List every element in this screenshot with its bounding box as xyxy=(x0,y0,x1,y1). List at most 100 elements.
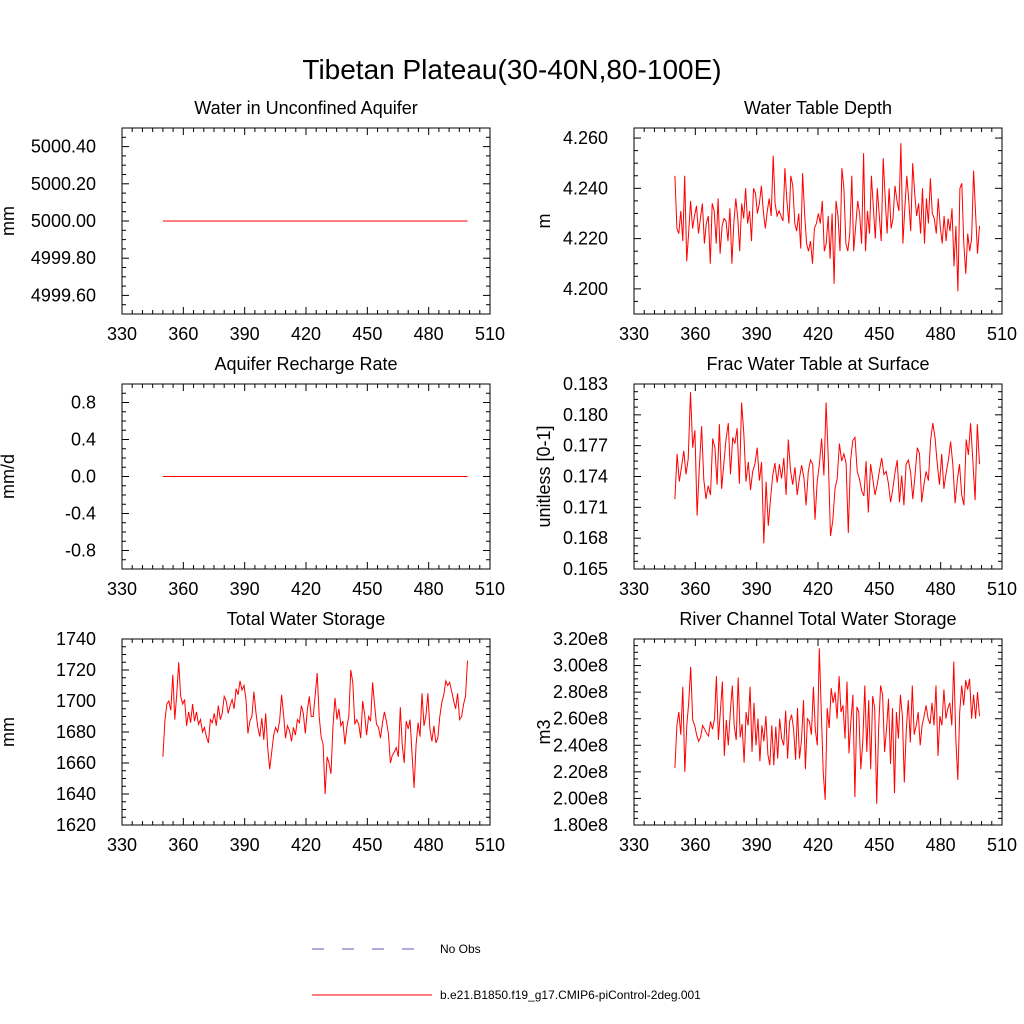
x-tick-label: 360 xyxy=(680,579,710,599)
legend-label-model: b.e21.B1850.f19_g17.CMIP6-piControl-2deg… xyxy=(440,988,701,1002)
y-tick-label: 4.240 xyxy=(563,178,608,198)
x-tick-label: 330 xyxy=(619,324,649,344)
x-tick-label: 420 xyxy=(803,324,833,344)
x-tick-label: 510 xyxy=(987,579,1017,599)
y-tick-label: 5000.00 xyxy=(31,211,96,231)
y-tick-label: 0.174 xyxy=(563,467,608,487)
y-tick-label: 1680 xyxy=(56,722,96,742)
y-tick-label: 0.183 xyxy=(563,374,608,394)
x-tick-label: 480 xyxy=(926,324,956,344)
panel-title: River Channel Total Water Storage xyxy=(679,609,956,629)
y-tick-label: -0.8 xyxy=(65,541,96,561)
x-tick-label: 450 xyxy=(352,579,382,599)
x-tick-label: 450 xyxy=(864,324,894,344)
y-tick-label: 0.177 xyxy=(563,436,608,456)
x-tick-label: 480 xyxy=(414,324,444,344)
y-axis-label: mm xyxy=(0,717,18,747)
x-tick-label: 390 xyxy=(230,324,260,344)
x-tick-label: 360 xyxy=(168,835,198,855)
x-tick-label: 480 xyxy=(414,579,444,599)
x-tick-label: 390 xyxy=(742,579,772,599)
panel-5: Total Water Storage 330 360 390 420 450 480 510… xyxy=(0,609,505,855)
legend-label-no-obs: No Obs xyxy=(440,942,481,956)
panels: Water in Unconfined Aquifer 330 360 390 420 4… xyxy=(0,98,1017,855)
legend: No Obs b.e21.B1850.f19_g17.CMIP6-piContr… xyxy=(312,942,701,1002)
x-tick-label: 330 xyxy=(107,835,137,855)
y-tick-label: 1640 xyxy=(56,784,96,804)
x-tick-label: 420 xyxy=(803,835,833,855)
series-line-1 xyxy=(162,660,468,795)
x-tick-label: 510 xyxy=(987,324,1017,344)
y-axis-label: mm xyxy=(0,206,18,236)
panel-4: Frac Water Table at Surface 330 360 390 420 4… xyxy=(534,354,1017,599)
x-tick-label: 510 xyxy=(987,835,1017,855)
y-tick-label: 3.20e8 xyxy=(553,629,608,649)
panel-title: Water Table Depth xyxy=(744,98,892,118)
series-line-1 xyxy=(674,648,980,804)
y-tick-label: 4.220 xyxy=(563,229,608,249)
x-tick-label: 510 xyxy=(475,324,505,344)
y-tick-label: 2.20e8 xyxy=(553,762,608,782)
x-tick-label: 480 xyxy=(926,835,956,855)
y-tick-label: 2.80e8 xyxy=(553,682,608,702)
x-tick-label: 510 xyxy=(475,579,505,599)
panel-6: River Channel Total Water Storage 330 360 3… xyxy=(534,609,1017,855)
panel-title: Aquifer Recharge Rate xyxy=(214,354,397,374)
x-tick-label: 330 xyxy=(107,324,137,344)
y-tick-label: 4999.60 xyxy=(31,285,96,305)
x-tick-label: 480 xyxy=(414,835,444,855)
panel-title: Frac Water Table at Surface xyxy=(706,354,929,374)
y-tick-label: 5000.40 xyxy=(31,137,96,157)
panel-3: Aquifer Recharge Rate 330 360 390 420 450 480 5… xyxy=(0,354,505,599)
panel-title: Water in Unconfined Aquifer xyxy=(194,98,417,118)
x-tick-label: 390 xyxy=(230,579,260,599)
x-tick-label: 330 xyxy=(107,579,137,599)
y-tick-label: 0.171 xyxy=(563,497,608,517)
x-tick-label: 420 xyxy=(291,324,321,344)
x-tick-label: 360 xyxy=(680,324,710,344)
y-axis-label: m xyxy=(534,214,554,229)
panel-1: Water in Unconfined Aquifer 330 360 390 420 4… xyxy=(0,98,505,344)
x-tick-label: 360 xyxy=(680,835,710,855)
y-tick-label: 1660 xyxy=(56,753,96,773)
y-tick-label: 4.260 xyxy=(563,128,608,148)
y-tick-label: 5000.20 xyxy=(31,174,96,194)
x-tick-label: 420 xyxy=(291,579,321,599)
x-tick-label: 450 xyxy=(864,835,894,855)
panel-2: Water Table Depth 330 360 390 420 450 480 510 4.… xyxy=(534,98,1017,344)
y-tick-label: 4999.80 xyxy=(31,248,96,268)
y-axis-label: m3 xyxy=(534,719,554,744)
x-tick-label: 480 xyxy=(926,579,956,599)
y-tick-label: 1720 xyxy=(56,660,96,680)
y-tick-label: 0.0 xyxy=(71,467,96,487)
y-tick-label: 0.8 xyxy=(71,393,96,413)
series-line-1 xyxy=(674,143,980,292)
y-tick-label: 2.60e8 xyxy=(553,709,608,729)
y-tick-label: 0.165 xyxy=(563,559,608,579)
x-tick-label: 450 xyxy=(864,579,894,599)
x-tick-label: 450 xyxy=(352,324,382,344)
y-axis-label: unitless [0-1] xyxy=(534,425,554,527)
y-tick-label: 1700 xyxy=(56,691,96,711)
x-tick-label: 390 xyxy=(230,835,260,855)
y-tick-label: 3.00e8 xyxy=(553,656,608,676)
x-tick-label: 450 xyxy=(352,835,382,855)
figure-title: Tibetan Plateau(30-40N,80-100E) xyxy=(302,54,721,85)
panel-title: Total Water Storage xyxy=(227,609,385,629)
y-tick-label: 0.180 xyxy=(563,405,608,425)
x-tick-label: 330 xyxy=(619,835,649,855)
x-tick-label: 390 xyxy=(742,835,772,855)
y-tick-label: 2.40e8 xyxy=(553,735,608,755)
x-tick-label: 420 xyxy=(291,835,321,855)
x-tick-label: 390 xyxy=(742,324,772,344)
y-tick-label: -0.4 xyxy=(65,504,96,524)
x-tick-label: 510 xyxy=(475,835,505,855)
y-tick-label: 4.200 xyxy=(563,279,608,299)
y-tick-label: 0.168 xyxy=(563,528,608,548)
x-tick-label: 420 xyxy=(803,579,833,599)
y-axis-label: mm/d xyxy=(0,454,18,499)
x-tick-label: 360 xyxy=(168,324,198,344)
x-tick-label: 360 xyxy=(168,579,198,599)
x-tick-label: 330 xyxy=(619,579,649,599)
